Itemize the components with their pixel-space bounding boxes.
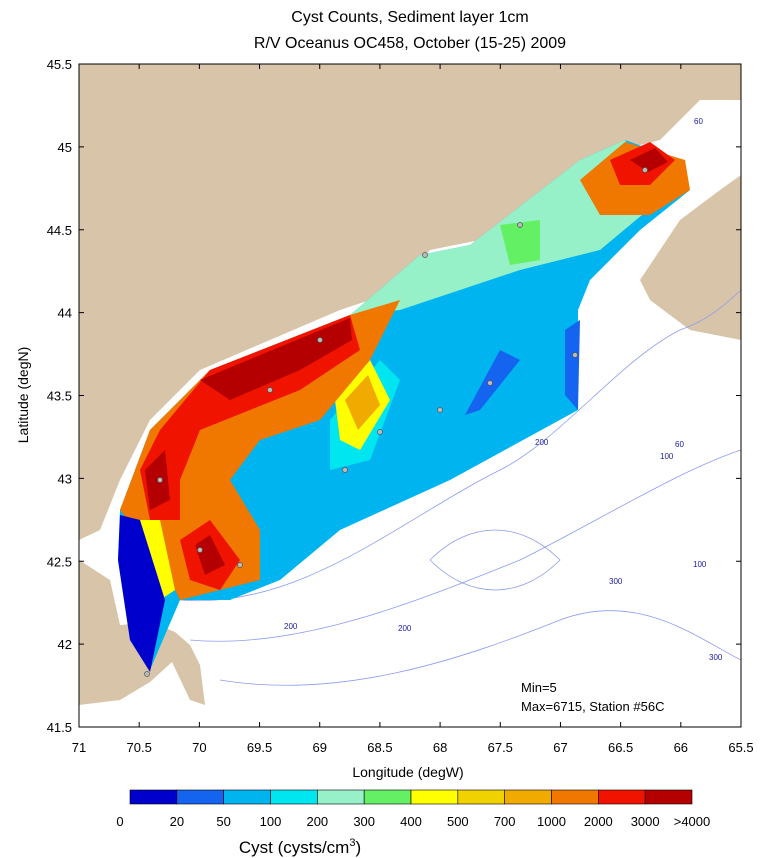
colorbar-bin <box>363 789 412 805</box>
isobath <box>219 610 742 686</box>
colorbar-label: Cyst (cysts/cm3) <box>239 837 361 857</box>
x-axis-label: Longitude (degW) <box>352 764 463 780</box>
depth-label: 300 <box>609 577 623 586</box>
contour-fill <box>118 515 165 672</box>
colorbar-tick-label: 700 <box>494 814 516 829</box>
annotation: Max=6715, Station #56C <box>521 699 664 714</box>
colorbar-tick-label: 0 <box>116 814 123 829</box>
colorbar-bin <box>270 789 318 805</box>
station <box>342 467 348 473</box>
y-tick-label: 45.5 <box>47 57 72 72</box>
annotation: Min=5 <box>521 680 557 695</box>
contour-fill <box>195 535 225 575</box>
x-tick-label: 66 <box>674 740 688 755</box>
contour-fill <box>118 140 690 670</box>
isobath <box>179 289 742 602</box>
x-tick-label: 69.5 <box>247 740 272 755</box>
colorbar-tick-label: 50 <box>216 814 230 829</box>
colorbar-tick-label: 2000 <box>584 814 613 829</box>
station <box>437 407 443 413</box>
colorbar-bin <box>410 789 459 805</box>
x-tick-label: 70.5 <box>127 740 152 755</box>
station <box>422 252 428 258</box>
contour-fill <box>630 148 668 172</box>
colorbar-label-sup: 3 <box>349 837 355 849</box>
colorbar-tick-label: 1000 <box>537 814 566 829</box>
colorbar-bin <box>551 789 599 805</box>
contour-fill <box>120 300 400 600</box>
x-tick-label: 71 <box>72 740 86 755</box>
station <box>197 547 203 553</box>
colorbar-tick-label: 200 <box>306 814 328 829</box>
colorbar-tick-label: 100 <box>260 814 282 829</box>
depth-label: 60 <box>694 117 703 126</box>
colorbar-bin <box>129 789 178 805</box>
station <box>237 562 243 568</box>
station <box>572 352 578 358</box>
station <box>144 671 150 677</box>
colorbar-bin <box>457 789 505 805</box>
depth-label: 200 <box>535 438 549 447</box>
colorbar-bin <box>176 789 224 805</box>
x-tick-label: 69 <box>312 740 326 755</box>
station <box>517 222 523 228</box>
stations <box>144 167 648 677</box>
x-tick-label: 68 <box>433 740 447 755</box>
depth-label: 100 <box>693 560 707 569</box>
colorbar-tick-label: >4000 <box>674 814 711 829</box>
x-tick-label: 70 <box>192 740 206 755</box>
colorbar-bin <box>644 789 693 805</box>
isobath <box>189 449 742 642</box>
depth-label: 100 <box>660 452 674 461</box>
land <box>640 175 741 340</box>
depth-label: 60 <box>675 440 684 449</box>
station <box>487 380 493 386</box>
station <box>377 429 383 435</box>
subtitle: R/V Oceanus OC458, October (15-25) 2009 <box>254 35 566 52</box>
colorbar-tick-label: 500 <box>447 814 469 829</box>
colorbar-bin <box>598 789 646 805</box>
colorbar-bin <box>504 789 552 805</box>
colorbar-tick-label: 300 <box>353 814 375 829</box>
y-tick-label: 41.5 <box>47 720 72 735</box>
x-tick-label: 67 <box>553 740 567 755</box>
y-tick-label: 44 <box>58 306 72 321</box>
colorbar-label-text: Cyst (cysts/cm <box>239 838 350 857</box>
y-tick-label: 42.5 <box>47 554 72 569</box>
isobath <box>429 529 561 591</box>
contour-fill <box>345 375 380 430</box>
y-tick-label: 45 <box>58 140 72 155</box>
colorbar-tick-label: 400 <box>400 814 422 829</box>
colorbar-label-end: ) <box>355 838 361 857</box>
x-tick-label: 68.5 <box>367 740 392 755</box>
title: Cyst Counts, Sediment layer 1cm <box>291 9 528 26</box>
x-tick-label: 67.5 <box>488 740 513 755</box>
colorbar-bin <box>223 789 271 805</box>
depth-label: 200 <box>284 622 298 631</box>
station <box>642 167 648 173</box>
y-tick-label: 44.5 <box>47 223 72 238</box>
y-tick-label: 43.5 <box>47 389 72 404</box>
contour-fill <box>565 320 580 410</box>
colorbar-tick-label: 3000 <box>631 814 660 829</box>
y-tick-label: 42 <box>58 637 72 652</box>
y-axis-label: Latitude (degN) <box>15 347 31 444</box>
map-area: 60 200 60 100 100 300 200 200 300 Min=5 … <box>78 63 742 728</box>
station <box>157 477 163 483</box>
depth-label: 200 <box>398 624 412 633</box>
y-tick-label: 43 <box>58 471 72 486</box>
contour-fill <box>500 220 540 265</box>
x-tick-label: 66.5 <box>608 740 633 755</box>
colorbar-tick-label: 20 <box>170 814 184 829</box>
depth-contours <box>179 289 742 686</box>
depth-label: 300 <box>709 653 723 662</box>
x-tick-label: 65.5 <box>728 740 753 755</box>
station <box>317 337 323 343</box>
contour-fill <box>200 318 352 400</box>
colorbar-bin <box>317 789 365 805</box>
station <box>267 387 273 393</box>
